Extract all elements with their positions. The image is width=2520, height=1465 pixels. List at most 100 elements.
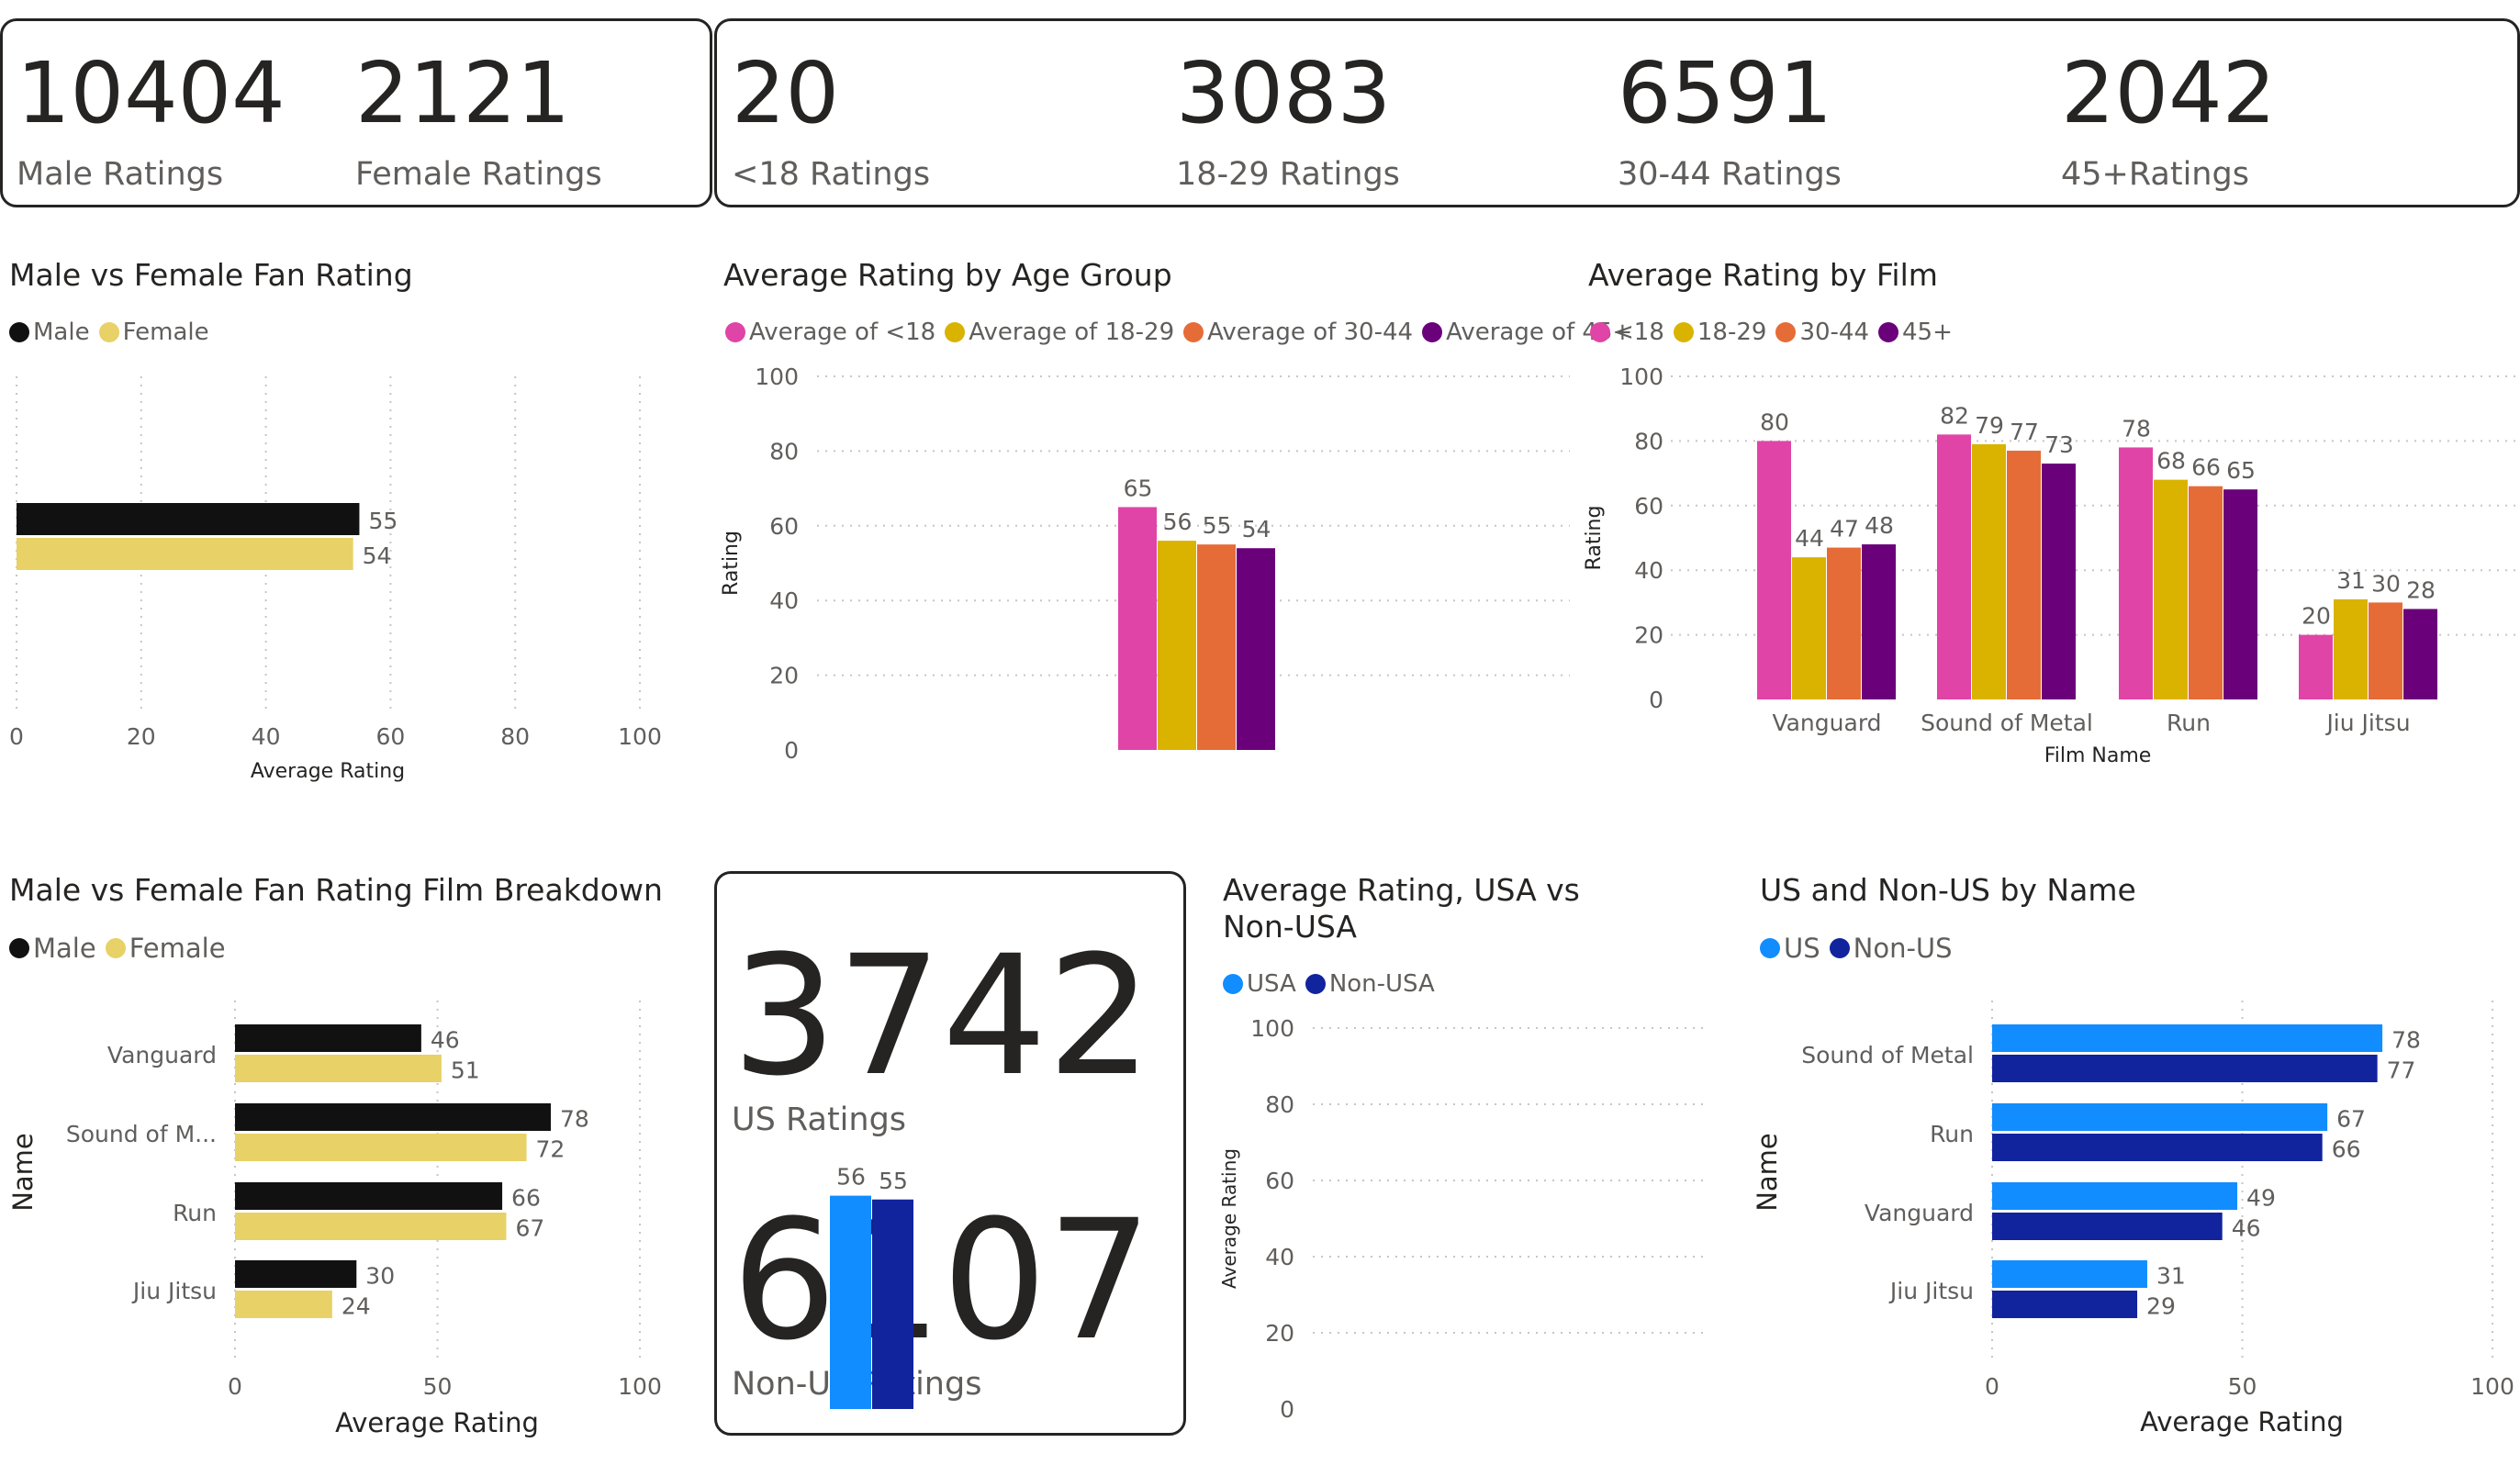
18-29-ratings-kpi: 3083 18-29 Ratings [1176, 51, 1400, 194]
bar [2154, 479, 2188, 699]
bar [1757, 441, 1791, 699]
data-label: 49 [2246, 1185, 2276, 1212]
bar [872, 1199, 913, 1409]
us-ratings-label: US Ratings [732, 1102, 907, 1138]
kpi-label: <18 Ratings [732, 156, 931, 193]
data-label: 65 [1124, 475, 1153, 501]
bar [235, 1024, 421, 1052]
bar [1992, 1182, 2238, 1210]
y-tick-label: 60 [1265, 1168, 1294, 1194]
bar [235, 1182, 503, 1210]
x-axis-title: Average Rating [2140, 1406, 2344, 1437]
legend-dot [9, 938, 29, 958]
data-label: 56 [1163, 509, 1193, 535]
legend-label: 45+ [1902, 319, 1953, 346]
kpi-value: 10404 [17, 44, 286, 142]
legend-item[interactable]: Female [98, 319, 209, 346]
legend-label: Female [129, 933, 226, 964]
legend-item[interactable]: Female [105, 933, 226, 964]
30-44-ratings-kpi: 6591 30-44 Ratings [1618, 51, 1842, 194]
legend-item[interactable]: Male [9, 319, 90, 346]
y-tick-label: 20 [769, 663, 799, 689]
legend-label: Non-USA [1328, 970, 1435, 998]
male-female-rating-chart: 0 20 40 60 80 100 55 54 Average Rating [9, 376, 662, 783]
legend-label: Male [33, 319, 90, 346]
y-tick-label: 0 [1649, 687, 1663, 713]
y-tick-label: Run [1930, 1121, 1974, 1147]
legend-item[interactable]: 30-44 [1775, 319, 1869, 346]
female-ratings-kpi: 2121 Female Ratings [355, 51, 602, 194]
legend-item[interactable]: USA [1223, 970, 1296, 998]
chart-title: Average Rating, USA vs Non-USA [1223, 872, 1580, 945]
x-tick-label: Sound of Metal [1921, 710, 2093, 736]
data-label: 65 [2226, 457, 2256, 484]
lt18-ratings-kpi: 20 <18 Ratings [732, 51, 931, 194]
bar [2007, 450, 2041, 699]
data-label: 48 [1865, 512, 1894, 539]
legend-dot [105, 938, 126, 958]
chart-legend: Average of <18 Average of 18-29 Average … [725, 319, 1641, 346]
bar [17, 538, 353, 570]
legend-label: US [1784, 933, 1820, 964]
y-axis-title: Average Rating [1218, 1148, 1240, 1289]
y-tick-label: 40 [1265, 1244, 1294, 1270]
bar [1992, 1055, 2378, 1082]
non-us-ratings-value: 6107 [732, 1185, 1153, 1377]
legend-item[interactable]: Average of 18-29 [945, 319, 1174, 346]
legend-item[interactable]: Average of <18 [725, 319, 935, 346]
x-axis-title: Average Rating [251, 760, 405, 783]
y-axis-title: Name [7, 1133, 39, 1212]
y-tick-label: 0 [784, 737, 799, 764]
legend-dot [1775, 322, 1797, 342]
data-label: 54 [363, 542, 392, 569]
country-kpi-card [714, 871, 1186, 1436]
legend-item[interactable]: Non-US [1829, 933, 1953, 964]
age-group-rating-chart: 0 20 40 60 80 100 65 56 55 54 Rating [720, 363, 1570, 764]
male-female-film-breakdown-chart: 0 50 100 46 51 Vanguard 78 72 Sound of M... 66 67 R… [7, 1001, 662, 1438]
data-label: 80 [1760, 408, 1789, 435]
legend-item[interactable]: 45+ [1878, 319, 1953, 346]
us-ratings-value: 3742 [732, 921, 1153, 1113]
data-label: 77 [2387, 1057, 2416, 1084]
bar [830, 1195, 871, 1409]
us-non-us-by-name-chart: 0 50 100 78 77 Sound of Metal 67 66 Run 49 46 Vangu… [1752, 1001, 2514, 1437]
data-label: 67 [2336, 1106, 2366, 1133]
legend-item[interactable]: 18-29 [1673, 319, 1767, 346]
bar [2334, 598, 2368, 699]
legend-label: 18-29 [1697, 319, 1767, 346]
y-tick-label: Jiu Jitsu [1888, 1278, 1974, 1304]
legend-item[interactable]: <18 [1590, 319, 1664, 346]
y-tick-label: 20 [1634, 622, 1663, 649]
legend-dot [1760, 938, 1780, 958]
bar [235, 1134, 527, 1161]
chart-title: Male vs Female Fan Rating [9, 257, 413, 293]
x-axis-title: Film Name [2044, 744, 2152, 767]
y-axis-title: Rating [1583, 506, 1606, 571]
legend-label: <18 [1614, 319, 1664, 346]
data-label: 55 [368, 508, 398, 534]
x-tick-label: 0 [1985, 1373, 1999, 1400]
kpi-label: 45+Ratings [2061, 156, 2249, 193]
y-tick-label: Vanguard [1865, 1200, 1974, 1226]
45plus-ratings-kpi: 2042 45+Ratings [2061, 51, 2276, 194]
legend-dot [1673, 322, 1694, 342]
legend-item[interactable]: US [1760, 933, 1820, 964]
legend-item[interactable]: Non-USA [1305, 970, 1435, 998]
legend-item[interactable]: Average of 30-44 [1183, 319, 1413, 346]
bar [2119, 447, 2153, 699]
y-tick-label: 80 [1634, 428, 1663, 454]
data-label: 55 [879, 1168, 908, 1194]
data-label: 44 [1795, 525, 1824, 552]
legend-dot [945, 322, 966, 342]
data-label: 31 [2336, 567, 2366, 594]
chart-title: US and Non-US by Name [1760, 872, 2136, 908]
bar [1862, 544, 1896, 699]
data-label: 47 [1830, 516, 1859, 542]
kpi-label: Male Ratings [17, 156, 224, 193]
legend-label: Non-US [1853, 933, 1953, 964]
legend-label: 30-44 [1799, 319, 1869, 346]
legend-item[interactable]: Male [9, 933, 96, 964]
x-axis-title: Average Rating [335, 1407, 539, 1438]
y-tick-label: 60 [1634, 493, 1663, 520]
y-tick-label: 100 [755, 363, 799, 390]
